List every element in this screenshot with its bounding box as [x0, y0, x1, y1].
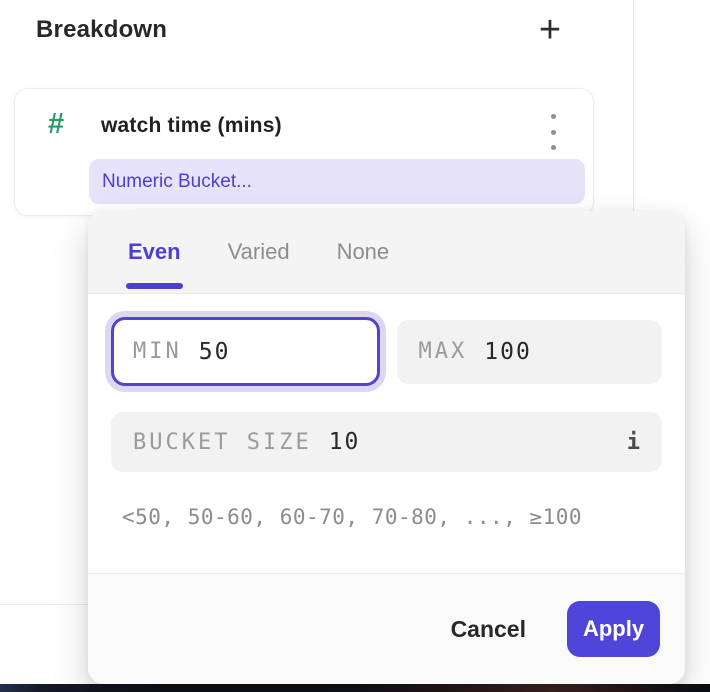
info-icon[interactable]: i [626, 429, 640, 455]
bucket-type-label: Numeric Bucket... [102, 170, 252, 192]
number-type-icon: # [48, 108, 65, 140]
min-label: MIN [133, 339, 182, 364]
max-value: 100 [484, 338, 532, 365]
cancel-button[interactable]: Cancel [445, 615, 532, 644]
background-section-line [0, 604, 89, 605]
tab-varied[interactable]: Varied [227, 239, 290, 264]
apply-button[interactable]: Apply [567, 601, 660, 657]
bucket-mode-tabs: Even Varied None [88, 211, 685, 294]
tab-even[interactable]: Even [126, 211, 183, 293]
max-label: MAX [418, 339, 468, 364]
bucket-size-label: BUCKET SIZE [133, 429, 312, 455]
tab-none[interactable]: None [336, 239, 390, 264]
add-breakdown-button[interactable]: + [528, 6, 572, 54]
page-title: Breakdown [36, 16, 168, 43]
max-input[interactable]: MAX 100 [396, 319, 662, 384]
popover-content: MIN 50 MAX 100 BUCKET SIZE 10 i <50, 50-… [88, 294, 685, 573]
plus-icon: + [538, 9, 562, 51]
bucket-size-value: 10 [328, 429, 361, 455]
bucket-size-input[interactable]: BUCKET SIZE 10 i [111, 412, 662, 472]
panel-divider [633, 0, 634, 212]
background-chart-strip [0, 684, 710, 692]
min-value: 50 [198, 338, 231, 365]
bucket-preview-text: <50, 50-60, 60-70, 70-80, ..., ≥100 [122, 505, 583, 529]
kebab-menu-icon[interactable] [550, 114, 556, 150]
numeric-bucket-popover: Even Varied None MIN 50 MAX 100 BUCKET S… [88, 211, 685, 684]
property-name: watch time (mins) [101, 114, 282, 137]
breakdown-property-card: # watch time (mins) Numeric Bucket... [14, 88, 594, 216]
popover-footer: Cancel Apply [88, 573, 685, 684]
bucket-type-selector[interactable]: Numeric Bucket... [89, 159, 585, 204]
min-input[interactable]: MIN 50 [111, 317, 380, 386]
